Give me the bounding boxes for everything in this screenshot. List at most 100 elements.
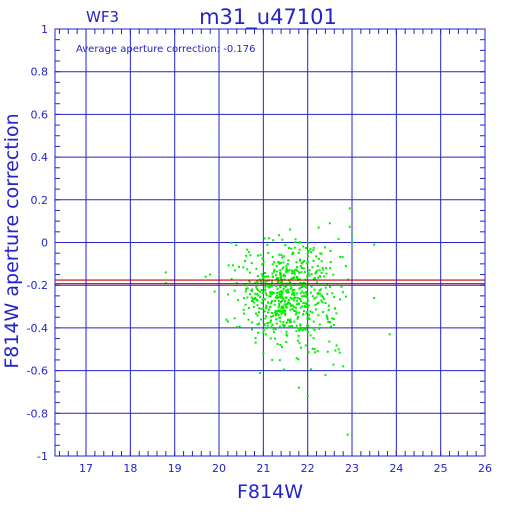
data-point xyxy=(290,304,293,307)
data-point xyxy=(288,228,291,231)
data-point xyxy=(307,283,310,286)
data-point xyxy=(257,289,260,292)
minor-ticks xyxy=(55,29,486,456)
data-point xyxy=(285,291,288,294)
data-point xyxy=(320,271,323,274)
data-point xyxy=(265,294,268,297)
data-point xyxy=(301,266,304,269)
x-tick-label: 25 xyxy=(434,462,448,475)
data-point xyxy=(297,386,300,389)
data-point xyxy=(280,280,283,283)
data-point xyxy=(264,285,267,288)
grid-lines xyxy=(55,29,485,456)
data-point xyxy=(289,281,292,284)
data-point xyxy=(246,268,249,271)
data-point xyxy=(293,288,296,291)
data-point xyxy=(262,277,265,280)
data-point xyxy=(305,262,308,265)
data-point xyxy=(255,267,258,270)
data-point xyxy=(332,318,335,321)
data-point xyxy=(339,255,342,258)
data-point xyxy=(331,317,334,320)
data-point xyxy=(257,311,260,314)
data-point xyxy=(312,259,315,262)
data-point xyxy=(293,296,296,299)
data-point xyxy=(278,293,281,296)
data-point xyxy=(271,263,274,266)
data-point xyxy=(263,323,266,326)
data-point xyxy=(373,297,376,300)
data-point xyxy=(280,262,283,265)
data-point xyxy=(304,290,307,293)
data-point xyxy=(265,315,268,318)
data-point xyxy=(252,305,255,308)
data-point xyxy=(293,273,296,276)
data-point xyxy=(299,306,302,309)
data-point xyxy=(272,314,275,317)
data-point xyxy=(329,267,332,270)
data-point xyxy=(258,307,261,310)
data-point xyxy=(351,241,354,244)
data-point xyxy=(269,321,272,324)
data-point xyxy=(261,257,264,260)
data-point xyxy=(277,309,280,312)
data-point xyxy=(270,279,273,282)
data-point xyxy=(301,329,304,332)
data-point xyxy=(373,243,376,246)
data-point xyxy=(288,269,291,272)
data-point xyxy=(279,275,282,278)
data-point xyxy=(319,252,322,255)
data-point xyxy=(329,261,332,264)
data-point xyxy=(250,296,253,299)
data-point xyxy=(285,303,288,306)
data-point xyxy=(299,323,302,326)
data-point xyxy=(294,238,297,241)
data-point xyxy=(264,288,267,291)
data-point xyxy=(276,343,279,346)
data-point xyxy=(314,308,317,311)
data-point xyxy=(307,317,310,320)
data-point xyxy=(277,306,280,309)
data-point xyxy=(318,292,321,295)
data-point xyxy=(262,297,265,300)
data-point xyxy=(314,271,317,274)
data-point xyxy=(280,306,283,309)
data-point xyxy=(270,301,273,304)
data-point xyxy=(337,348,340,351)
data-point xyxy=(225,318,228,321)
x-tick-label: 17 xyxy=(79,462,93,475)
data-point xyxy=(303,304,306,307)
data-point xyxy=(252,301,255,304)
data-point xyxy=(261,263,264,266)
data-point xyxy=(335,312,338,315)
data-point xyxy=(300,262,303,265)
data-point xyxy=(321,301,324,304)
data-point xyxy=(247,318,250,321)
data-point xyxy=(226,320,229,323)
data-point xyxy=(266,322,269,325)
data-point xyxy=(342,365,345,368)
data-point xyxy=(265,306,268,309)
data-point xyxy=(292,304,295,307)
data-point xyxy=(297,251,300,254)
data-point xyxy=(277,300,280,303)
data-point xyxy=(302,267,305,270)
data-point xyxy=(274,310,277,313)
chart-subtitle: WF3 xyxy=(86,8,119,26)
data-point xyxy=(311,295,314,298)
data-point xyxy=(273,261,276,264)
data-point xyxy=(296,277,299,280)
data-point xyxy=(314,272,317,275)
data-point xyxy=(251,288,254,291)
x-tick-label: 22 xyxy=(301,462,315,475)
data-point xyxy=(304,286,307,289)
x-tick-label: 23 xyxy=(345,462,359,475)
data-point xyxy=(263,237,266,240)
data-point xyxy=(259,280,262,283)
data-point xyxy=(282,274,285,277)
data-point xyxy=(317,276,320,279)
data-point xyxy=(316,264,319,267)
data-point xyxy=(256,293,259,296)
data-point xyxy=(314,303,317,306)
data-point xyxy=(245,288,248,291)
